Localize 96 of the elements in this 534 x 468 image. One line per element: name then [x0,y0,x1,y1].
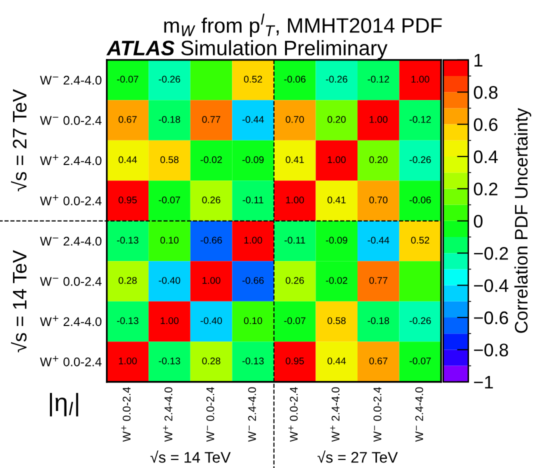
data-label: 0.26 [286,276,304,284]
data-label: 1.00 [411,76,430,83]
text: √s = 14 TeV [150,450,231,463]
data-label: 0.70 [369,196,388,204]
x-tick-label: W$^{−}$ 2.4-4.0 [415,387,424,442]
text: |η$_{l}$| [50,392,78,416]
data-label: 0.28 [118,276,137,284]
color-bar-label: −0.8 [474,344,508,356]
data-label: -0.26 [410,156,431,164]
data-label: -0.13 [242,357,264,364]
data-label: -0.18 [158,116,180,123]
data-label: 0.67 [118,116,137,123]
data-label: -0.07 [158,196,180,204]
data-label: -0.13 [158,357,180,364]
color-bar-title: Correlation PDF Uncertainty [514,108,532,333]
data-label: 0.10 [244,317,262,324]
data-label: 1.00 [160,317,179,324]
data-label: 0.70 [286,116,304,123]
text: √s = 27 TeV [11,89,27,192]
data-label: 0.95 [118,196,137,204]
chart-subtitle: ATLAS Simulation Preliminary [106,40,388,60]
data-label: -0.40 [158,276,180,284]
data-label: 1.00 [328,156,346,164]
chart-title: m$_{W}$ from p$^{l}$$_{T}$, MMHT2014 PDF [164,14,442,37]
y-tick-label: W$^{−}$ 2.4-4.0 [40,76,102,85]
data-label: 0.26 [202,196,220,204]
data-label: -0.06 [284,76,306,83]
y-tick-label: W$^{−}$ 0.0-2.4 [40,277,102,286]
data-label: 1.00 [118,357,137,364]
y-tick-label: W$^{+}$ 2.4-4.0 [40,316,102,326]
x-tick-label: W$^{−}$ 0.0-2.4 [374,387,382,442]
data-label: -0.11 [284,236,306,244]
color-bar-label: 1 [474,54,482,66]
color-bar-label: −1 [474,376,493,388]
data-label: -0.13 [117,317,138,324]
data-label: -0.13 [117,236,138,244]
data-label: 0.10 [160,236,179,244]
data-label: 0.95 [286,357,304,364]
data-label: -0.09 [242,156,264,164]
y-tick-label: W$^{+}$ 0.0-2.4 [40,356,102,366]
data-label: -0.02 [200,156,222,164]
data-label: 0.52 [244,76,262,83]
data-label: 0.77 [202,116,220,123]
text: √s = 14 TeV [11,250,27,352]
color-bar-label: 0.8 [474,86,498,99]
data-label: -0.09 [326,236,348,244]
data-label: 0.28 [202,357,220,364]
data-label: -0.18 [368,317,390,324]
data-label: 1.00 [370,116,388,123]
x-tick-label: W$^{+}$ 2.4-4.0 [163,387,172,442]
color-bar-label: −0.2 [474,247,508,260]
data-label: 0.44 [328,357,346,364]
text: √s = 27 TeV [318,450,398,463]
data-label: -0.11 [242,196,264,204]
y-tick-label: W$^{−}$ 2.4-4.0 [40,236,102,246]
color-bar-label: 0.6 [474,118,498,132]
data-label: 0.52 [411,236,430,244]
data-label: -0.26 [326,76,348,83]
data-label: -0.26 [410,317,431,324]
color-bar-label: 0.2 [474,182,498,196]
data-label: 0.67 [369,357,388,364]
data-label: 0.41 [286,156,304,164]
data-label: 0.20 [328,116,346,123]
color-bar-label: −0.6 [474,311,508,324]
x-tick-label: W$^{+}$ 0.0-2.4 [288,387,298,442]
color-bar-label: 0.4 [474,150,498,164]
data-label: 0.58 [160,156,179,164]
y-tick-label: W$^{+}$ 0.0-2.4 [40,194,102,206]
x-tick-label: W$^{+}$ 2.4-4.0 [330,387,340,442]
y-tick-label: W$^{+}$ 2.4-4.0 [40,154,102,166]
data-label: -0.07 [284,317,306,324]
data-label: 0.77 [369,276,388,284]
data-label: -0.07 [410,357,431,364]
data-label: -0.66 [200,236,222,244]
data-label: -0.66 [242,276,264,284]
color-bar-label: 0 [474,214,483,228]
data-label: -0.44 [242,116,264,123]
data-label: -0.26 [158,76,180,83]
x-tick-label: W$^{−}$ 2.4-4.0 [248,387,256,442]
data-label: 0.20 [369,156,388,164]
data-label: 0.44 [118,156,137,164]
data-label: -0.06 [410,196,431,204]
y-tick-label: W$^{−}$ 0.0-2.4 [40,116,102,125]
data-label: -0.07 [117,76,138,83]
data-label: -0.40 [200,317,222,324]
x-tick-label: W$^{−}$ 0.0-2.4 [206,387,214,442]
data-label: 1.00 [244,236,262,244]
data-label: -0.12 [410,116,431,123]
data-label: 0.41 [328,196,346,204]
color-bar-label: −0.4 [474,279,508,292]
data-label: 1.00 [286,196,304,204]
data-label: 0.58 [328,317,346,324]
data-label: -0.44 [368,236,390,244]
data-label: -0.12 [368,76,389,83]
data-label: 1.00 [202,276,220,284]
data-label: -0.02 [326,276,348,284]
